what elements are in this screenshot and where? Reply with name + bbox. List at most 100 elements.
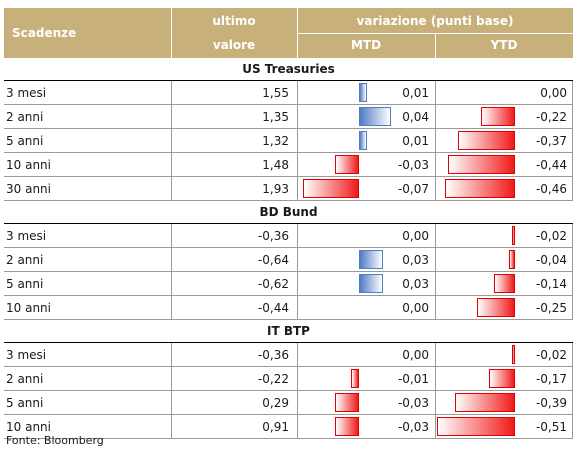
mtd-cell: 0,04	[297, 105, 435, 128]
last-value: -0,36	[257, 347, 289, 362]
mtd-negative-bar	[351, 369, 359, 388]
mtd-cell: 0,03	[297, 248, 435, 271]
ytd-value: -0,17	[535, 371, 567, 386]
column-divider	[297, 343, 298, 366]
mtd-positive-bar	[359, 131, 367, 150]
column-divider	[171, 248, 172, 271]
column-divider	[297, 81, 298, 104]
column-divider	[572, 153, 573, 176]
column-divider	[435, 415, 436, 438]
ytd-negative-bar	[481, 107, 515, 126]
table-header: Scadenze ultimo valore variazione (punti…	[4, 8, 573, 58]
column-divider	[435, 248, 436, 271]
mtd-value: -0,03	[397, 157, 429, 172]
mtd-cell: 0,01	[297, 129, 435, 152]
column-divider	[171, 272, 172, 295]
mtd-value: 0,03	[402, 252, 429, 267]
column-divider	[572, 415, 573, 438]
ytd-negative-bar	[437, 417, 515, 436]
mtd-cell: 0,03	[297, 272, 435, 295]
column-divider	[297, 224, 298, 247]
maturity-label: 2 anni	[6, 109, 44, 124]
ytd-cell: -0,37	[435, 129, 573, 152]
header-ytd: YTD	[490, 38, 518, 52]
mtd-cell: -0,03	[297, 391, 435, 414]
ytd-cell: -0,14	[435, 272, 573, 295]
mtd-cell: -0,03	[297, 153, 435, 176]
ytd-negative-bar	[493, 274, 515, 293]
ytd-value: -0,02	[535, 228, 567, 243]
ytd-value: -0,37	[535, 133, 567, 148]
mtd-cell: 0,00	[297, 296, 435, 319]
table-row: 3 mesi 1,55 0,01 0,00	[4, 81, 573, 105]
mtd-value: 0,04	[402, 109, 429, 124]
table-row: 10 anni -0,44 0,00 -0,25	[4, 296, 573, 320]
column-divider	[572, 367, 573, 390]
header-divider	[171, 8, 172, 58]
header-scadenze: Scadenze	[12, 26, 77, 40]
maturity-label: 5 anni	[6, 133, 44, 148]
mtd-positive-bar	[359, 83, 367, 102]
ytd-cell: -0,25	[435, 296, 573, 319]
last-value: -0,62	[257, 276, 289, 291]
ytd-value: -0,04	[535, 252, 567, 267]
mtd-positive-bar	[359, 107, 391, 126]
column-divider	[297, 153, 298, 176]
ytd-cell: -0,02	[435, 224, 573, 247]
maturity-label: 30 anni	[6, 181, 51, 196]
column-divider	[435, 343, 436, 366]
table-row: 5 anni -0,62 0,03 -0,14	[4, 272, 573, 296]
header-divider	[435, 34, 436, 58]
table-row: 3 mesi -0,36 0,00 -0,02	[4, 343, 573, 367]
mtd-negative-bar	[335, 417, 359, 436]
ytd-negative-bar	[476, 298, 515, 317]
table-row: 10 anni 0,91 -0,03 -0,51	[4, 415, 573, 439]
ytd-negative-bar	[511, 345, 515, 364]
column-divider	[171, 153, 172, 176]
yield-table: Scadenze ultimo valore variazione (punti…	[4, 8, 573, 439]
ytd-negative-bar	[508, 250, 515, 269]
column-divider	[572, 224, 573, 247]
maturity-label: 3 mesi	[6, 228, 47, 243]
column-divider	[297, 129, 298, 152]
column-divider	[435, 81, 436, 104]
ytd-cell: -0,22	[435, 105, 573, 128]
last-value: 1,35	[262, 109, 289, 124]
last-value: 1,48	[262, 157, 289, 172]
column-divider	[435, 391, 436, 414]
column-divider	[297, 415, 298, 438]
maturity-label: 5 anni	[6, 276, 44, 291]
mtd-value: 0,01	[402, 85, 429, 100]
mtd-cell: -0,07	[297, 177, 435, 200]
ytd-value: -0,46	[535, 181, 567, 196]
last-value: 1,32	[262, 133, 289, 148]
table-row: 2 anni -0,22 -0,01 -0,17	[4, 367, 573, 391]
mtd-value: -0,03	[397, 419, 429, 434]
ytd-value: -0,14	[535, 276, 567, 291]
mtd-value: -0,03	[397, 395, 429, 410]
column-divider	[435, 177, 436, 200]
mtd-value: 0,01	[402, 133, 429, 148]
ytd-value: -0,44	[535, 157, 567, 172]
mtd-value: 0,00	[402, 228, 429, 243]
ytd-cell: -0,02	[435, 343, 573, 366]
last-value: 0,29	[262, 395, 289, 410]
mtd-negative-bar	[303, 179, 359, 198]
last-value: 0,91	[262, 419, 289, 434]
ytd-negative-bar	[455, 393, 515, 412]
table-row: 2 anni 1,35 0,04 -0,22	[4, 105, 573, 129]
column-divider	[572, 81, 573, 104]
column-divider	[435, 129, 436, 152]
table-row: 3 mesi -0,36 0,00 -0,02	[4, 224, 573, 248]
column-divider	[171, 177, 172, 200]
last-value: 1,55	[262, 85, 289, 100]
last-value: -0,22	[257, 371, 289, 386]
table-row: 30 anni 1,93 -0,07 -0,46	[4, 177, 573, 201]
column-divider	[572, 343, 573, 366]
mtd-positive-bar	[359, 250, 383, 269]
table-row: 5 anni 1,32 0,01 -0,37	[4, 129, 573, 153]
source-note: Fonte: Bloomberg	[6, 434, 104, 447]
maturity-label: 10 anni	[6, 157, 51, 172]
ytd-cell: -0,39	[435, 391, 573, 414]
ytd-negative-bar	[489, 369, 515, 388]
